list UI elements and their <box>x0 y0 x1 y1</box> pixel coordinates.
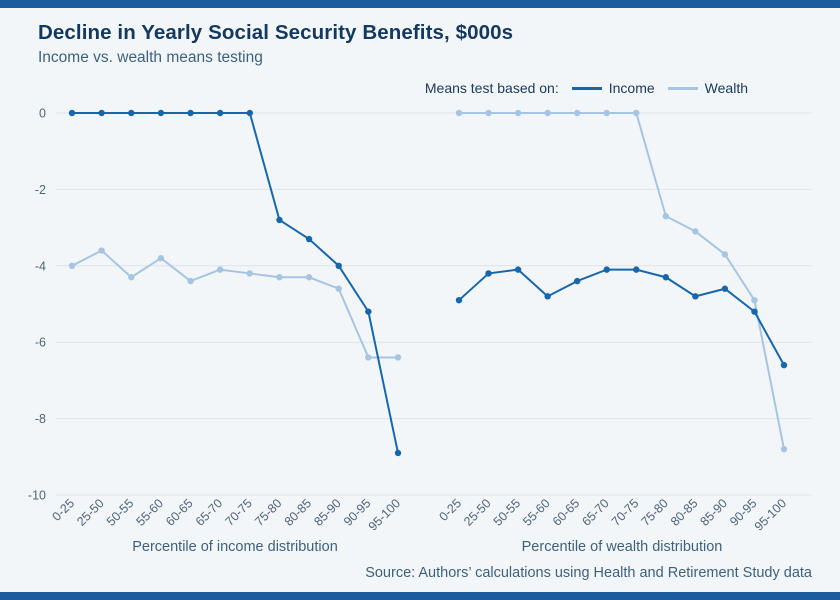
data-point-wealth <box>721 251 729 258</box>
data-point-income <box>128 109 135 117</box>
data-point-wealth <box>455 109 463 117</box>
data-point-wealth <box>276 274 283 281</box>
x-tick-label: 50-55 <box>104 496 137 529</box>
y-tick-label: 0 <box>39 107 46 121</box>
data-point-wealth <box>544 109 551 117</box>
data-point-wealth <box>246 270 254 277</box>
data-point-income <box>514 266 522 273</box>
data-point-wealth <box>633 109 640 117</box>
x-axis-label-wealth: Percentile of wealth distribution <box>522 539 723 555</box>
data-point-wealth <box>68 262 76 269</box>
x-tick-label: 50-55 <box>491 496 524 529</box>
y-tick-label: -6 <box>35 336 46 350</box>
data-point-income <box>573 277 581 285</box>
chart-plot: 0-2-4-6-8-10 0-2525-5050-5555-6060-6565-… <box>28 107 812 555</box>
data-point-income <box>365 308 372 315</box>
x-tick-label: 65-70 <box>193 496 226 529</box>
x-tick-label: 95-100 <box>366 496 403 533</box>
series-layer: 0-2525-5050-5555-6060-6565-7070-7575-808… <box>50 109 789 534</box>
data-point-income <box>455 296 463 304</box>
data-point-wealth <box>157 254 165 262</box>
data-point-income <box>157 109 165 117</box>
data-point-wealth <box>514 109 522 117</box>
x-tick-label: 55-60 <box>134 496 167 529</box>
data-point-income <box>751 308 758 315</box>
data-point-income <box>98 109 105 117</box>
source-note: Source: Authors’ calculations using Heal… <box>365 565 812 581</box>
gridlines-layer: 0 -2 -4 -6 -8 -10 <box>28 107 812 503</box>
data-point-income <box>394 449 402 457</box>
x-tick-label: 85-90 <box>698 496 731 529</box>
data-point-income <box>603 266 610 273</box>
x-tick-label: 55-60 <box>520 496 553 529</box>
x-tick-label: 0-25 <box>50 496 78 524</box>
data-point-income <box>216 109 224 117</box>
chart-subtitle: Income vs. wealth means testing <box>38 49 263 66</box>
x-tick-label: 25-50 <box>74 496 107 529</box>
data-point-wealth <box>573 109 581 117</box>
x-tick-label: 95-100 <box>752 496 789 533</box>
legend-label: Means test based on: <box>424 80 559 96</box>
series-line-income <box>71 112 399 454</box>
data-point-wealth <box>603 109 610 117</box>
x-tick-label: 65-70 <box>579 496 612 529</box>
data-point-income <box>246 109 254 117</box>
x-tick-label: 0-25 <box>437 496 465 524</box>
y-tick-label: -2 <box>35 183 46 197</box>
x-tick-label: 60-65 <box>550 496 583 529</box>
data-point-wealth <box>305 274 313 281</box>
x-tick-label: 80-85 <box>668 496 701 529</box>
data-point-wealth <box>780 445 788 453</box>
legend-item-label-wealth: Wealth <box>704 80 748 96</box>
x-tick-label: 70-75 <box>222 496 255 529</box>
legend-item-label-income: Income <box>608 80 655 96</box>
x-tick-label: 85-90 <box>311 496 344 529</box>
data-point-income <box>780 361 788 369</box>
y-tick-label: -4 <box>35 259 46 273</box>
x-axis-label-income: Percentile of income distribution <box>132 539 338 555</box>
x-tick-label: 60-65 <box>163 496 196 529</box>
data-point-income <box>276 216 283 224</box>
data-point-income <box>721 285 729 292</box>
data-point-wealth <box>128 274 135 281</box>
data-point-wealth <box>394 354 402 361</box>
data-point-wealth <box>187 277 194 285</box>
data-point-wealth <box>751 296 758 304</box>
data-point-income <box>485 270 492 277</box>
y-tick-label: -8 <box>35 412 46 426</box>
series-line-wealth <box>458 112 785 451</box>
y-tick-label: -10 <box>28 489 46 503</box>
income-line-swatch <box>571 86 602 90</box>
data-point-income <box>692 293 699 300</box>
wealth-line-swatch <box>667 86 698 90</box>
x-tick-label: 80-85 <box>282 496 315 529</box>
x-tick-label: 75-80 <box>638 496 671 529</box>
data-point-wealth <box>335 285 342 292</box>
data-point-wealth <box>692 228 699 235</box>
data-point-income <box>335 262 342 269</box>
data-point-income <box>662 274 670 281</box>
data-point-income <box>544 293 551 300</box>
data-point-income <box>68 109 76 117</box>
legend-item-income: Income <box>571 80 655 96</box>
x-tick-label: 75-80 <box>252 496 285 529</box>
data-point-income <box>305 235 313 243</box>
series-line-wealth <box>71 249 399 359</box>
bottom-accent-bar <box>0 592 840 600</box>
data-point-wealth <box>216 266 224 273</box>
x-tick-label: 70-75 <box>609 496 642 529</box>
data-point-wealth <box>365 354 372 361</box>
x-tick-label: 25-50 <box>461 496 494 529</box>
chart-title: Decline in Yearly Social Security Benefi… <box>38 21 514 44</box>
data-point-income <box>633 266 640 273</box>
data-point-wealth <box>662 212 670 220</box>
legend-item-wealth: Wealth <box>667 80 748 96</box>
top-accent-bar <box>0 0 840 8</box>
data-point-wealth <box>485 109 492 117</box>
data-point-income <box>187 109 194 117</box>
series-line-income <box>458 268 785 367</box>
data-point-wealth <box>98 247 105 254</box>
legend: Means test based on: Income Wealth <box>425 80 748 96</box>
